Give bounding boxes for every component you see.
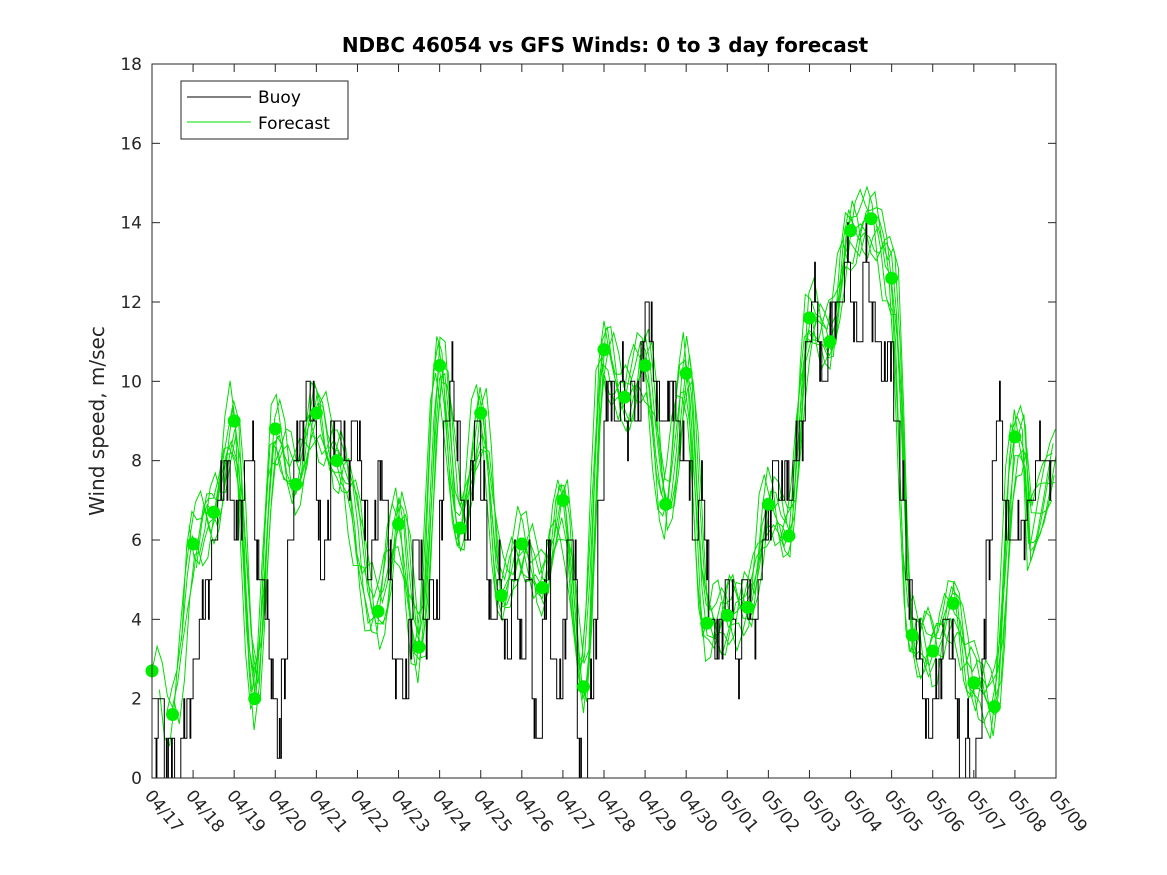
legend-buoy-label: Buoy <box>258 88 301 108</box>
y-tick-label: 0 <box>131 769 142 789</box>
y-tick-label: 14 <box>120 214 142 234</box>
forecast-point <box>474 406 488 420</box>
forecast-point <box>207 505 221 519</box>
legend-forecast-label: Forecast <box>258 114 330 134</box>
x-tick-label: 04/23 <box>387 786 434 836</box>
y-tick-label: 2 <box>131 690 142 710</box>
x-tick-label: 05/06 <box>921 786 968 836</box>
forecast-point <box>248 692 262 706</box>
forecast-point <box>618 390 632 404</box>
forecast-point <box>576 680 590 694</box>
forecast-point <box>330 454 344 468</box>
y-tick-label: 10 <box>120 372 142 392</box>
forecast-point <box>186 537 200 551</box>
forecast-point <box>412 640 426 654</box>
x-tick-label: 04/24 <box>428 786 475 836</box>
y-tick-label: 4 <box>131 610 142 630</box>
x-tick-label: 04/22 <box>346 786 393 836</box>
forecast-point <box>905 628 919 642</box>
forecast-point <box>700 616 714 630</box>
x-tick-label: 04/17 <box>140 786 187 836</box>
y-tick-label: 12 <box>120 293 142 313</box>
forecast-point <box>494 589 508 603</box>
forecast-point <box>1008 430 1022 444</box>
forecast-point <box>679 366 693 380</box>
x-tick-label: 04/28 <box>592 786 639 836</box>
x-tick-label: 04/27 <box>551 786 598 836</box>
forecast-run-line <box>181 190 1055 737</box>
forecast-point <box>433 358 447 372</box>
x-tick-label: 04/21 <box>305 786 352 836</box>
forecast-point <box>556 493 570 507</box>
forecast-point <box>289 477 303 491</box>
forecast-point <box>166 708 180 722</box>
x-tick-label: 04/26 <box>510 786 557 836</box>
forecast-point <box>227 414 241 428</box>
chart-title: NDBC 46054 vs GFS Winds: 0 to 3 day fore… <box>342 33 869 57</box>
forecast-point <box>638 358 652 372</box>
forecast-point <box>309 406 323 420</box>
x-tick-label: 04/29 <box>633 786 680 836</box>
plot-lines <box>152 185 1056 778</box>
forecast-point <box>535 581 549 595</box>
forecast-point <box>967 676 981 690</box>
x-tick-label: 05/03 <box>798 786 845 836</box>
forecast-point <box>268 422 282 436</box>
legend-box <box>180 80 349 140</box>
y-tick-label: 6 <box>131 531 142 551</box>
x-tick-label: 05/04 <box>839 786 886 836</box>
forecast-point <box>885 271 899 285</box>
x-tick-label: 04/25 <box>469 786 516 836</box>
x-tick-label: 04/20 <box>263 786 310 836</box>
forecast-point <box>946 596 960 610</box>
x-tick-label: 04/19 <box>222 786 269 836</box>
forecast-point <box>453 521 467 535</box>
forecast-point <box>741 600 755 614</box>
forecast-run-line <box>188 185 1053 739</box>
forecast-point <box>823 335 837 349</box>
x-tick-label: 05/01 <box>715 786 762 836</box>
forecast-point <box>597 343 611 357</box>
x-tick-label: 05/07 <box>962 786 1009 836</box>
x-tick-label: 05/05 <box>880 786 927 836</box>
forecast-point <box>371 604 385 618</box>
legend: Buoy Forecast <box>180 80 349 140</box>
forecast-point <box>844 224 858 238</box>
forecast-point <box>926 644 940 658</box>
x-tick-label: 05/02 <box>757 786 804 836</box>
forecast-run-line <box>195 209 1055 703</box>
x-tick-label: 05/09 <box>1044 786 1091 836</box>
forecast-point <box>761 497 775 511</box>
forecast-point <box>515 537 529 551</box>
y-axis-ticks: 0 2 4 6 8 10 12 14 16 18 <box>120 55 1056 789</box>
y-tick-label: 8 <box>131 452 142 472</box>
forecast-point <box>659 497 673 511</box>
forecast-point <box>782 529 796 543</box>
y-tick-label: 18 <box>120 55 142 75</box>
buoy-series-line <box>154 222 1056 778</box>
y-tick-label: 16 <box>120 134 142 154</box>
x-tick-label: 04/30 <box>674 786 721 836</box>
x-tick-label: 05/08 <box>1003 786 1050 836</box>
forecast-point <box>720 608 734 622</box>
forecast-point <box>392 517 406 531</box>
forecast-point <box>802 311 816 325</box>
y-axis-label: Wind speed, m/sec <box>85 326 109 516</box>
x-tick-label: 04/18 <box>181 786 228 836</box>
forecast-point <box>987 700 1001 714</box>
forecast-point <box>864 212 878 226</box>
